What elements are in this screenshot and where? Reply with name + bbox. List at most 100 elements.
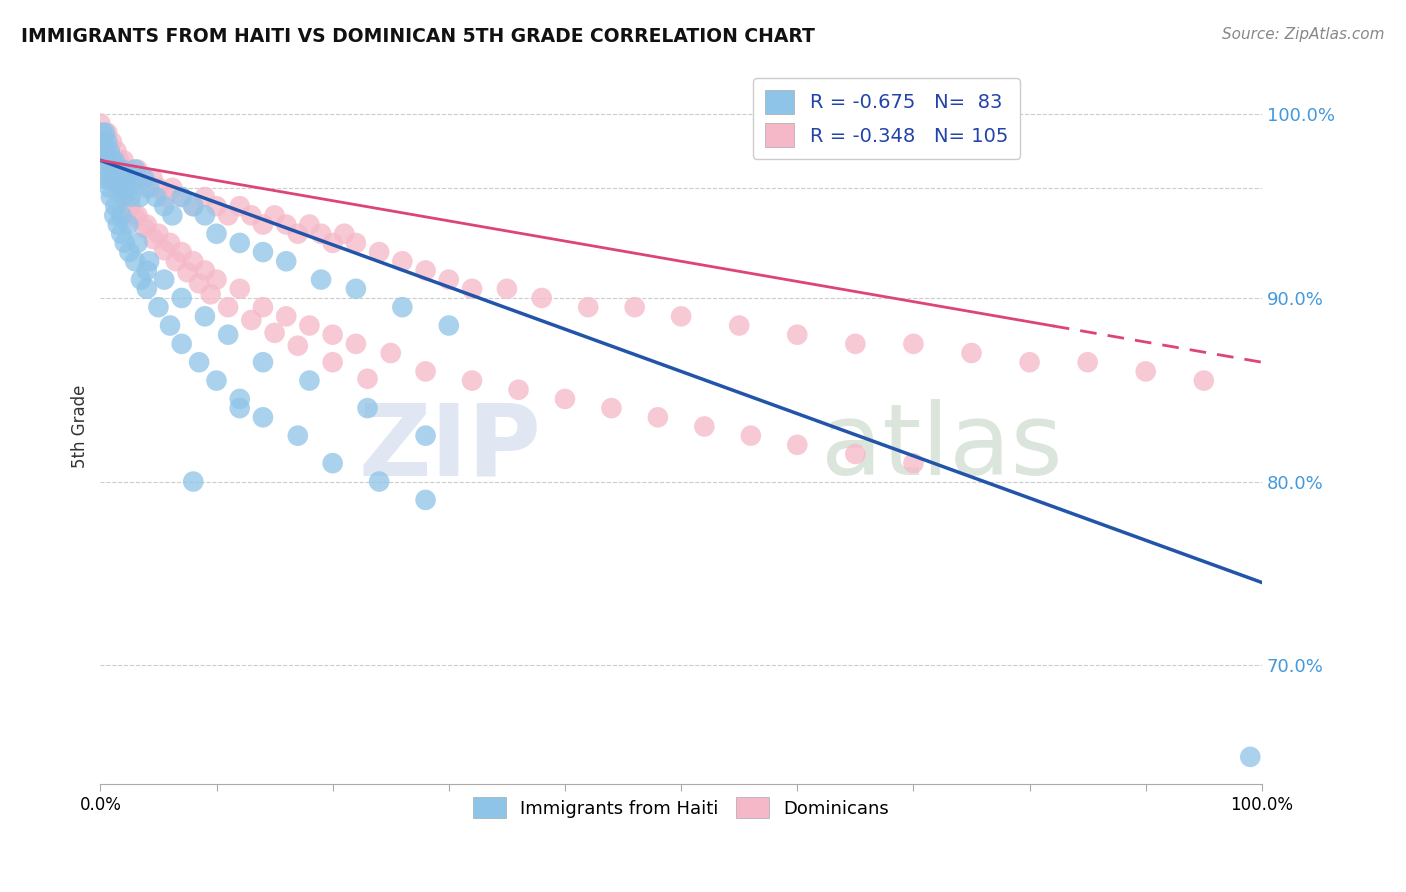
Point [309, 272, 332, 286]
Point [127, 162, 149, 177]
Point [135, 218, 157, 232]
Point [461, 282, 484, 296]
Point [101, 162, 124, 177]
Point [229, 199, 252, 213]
Point [129, 272, 152, 286]
Legend: Immigrants from Haiti, Dominicans: Immigrants from Haiti, Dominicans [465, 790, 897, 825]
Point [103, 208, 125, 222]
Point [142, 232, 165, 246]
Point [153, 199, 176, 213]
Point [298, 218, 321, 232]
Point [176, 265, 198, 279]
Point [96, 171, 118, 186]
Point [127, 235, 149, 250]
Point [98, 181, 121, 195]
Point [100, 162, 122, 177]
Point [194, 190, 217, 204]
Point [103, 153, 125, 168]
Point [120, 190, 142, 204]
Point [110, 162, 132, 177]
Point [554, 392, 576, 406]
Point [786, 327, 808, 342]
Point [194, 208, 217, 222]
Point [110, 208, 132, 222]
Point [115, 171, 138, 186]
Point [122, 171, 145, 186]
Point [276, 218, 298, 232]
Point [600, 401, 623, 416]
Point [322, 235, 344, 250]
Point [135, 263, 157, 277]
Point [181, 475, 204, 489]
Point [111, 162, 134, 177]
Point [252, 245, 274, 260]
Point [344, 235, 367, 250]
Point [170, 190, 193, 204]
Point [391, 254, 413, 268]
Point [252, 355, 274, 369]
Point [1135, 364, 1157, 378]
Point [1018, 355, 1040, 369]
Point [263, 326, 285, 340]
Point [112, 190, 135, 204]
Point [322, 327, 344, 342]
Point [114, 181, 136, 195]
Point [104, 171, 127, 186]
Point [903, 337, 925, 351]
Point [437, 318, 460, 333]
Point [217, 208, 239, 222]
Point [105, 144, 128, 158]
Point [124, 211, 146, 225]
Point [170, 190, 193, 204]
Point [415, 263, 437, 277]
Point [693, 419, 716, 434]
Point [107, 181, 129, 195]
Point [623, 300, 645, 314]
Point [170, 337, 193, 351]
Point [118, 245, 141, 260]
Point [165, 254, 187, 268]
Point [124, 162, 146, 177]
Point [117, 218, 139, 232]
Point [170, 291, 193, 305]
Point [217, 300, 239, 314]
Point [97, 171, 120, 186]
Point [107, 218, 129, 232]
Point [96, 126, 118, 140]
Point [101, 135, 124, 149]
Point [103, 153, 125, 168]
Point [135, 181, 157, 195]
Point [356, 372, 378, 386]
Point [647, 410, 669, 425]
Point [205, 199, 228, 213]
Point [229, 401, 252, 416]
Point [287, 428, 309, 442]
Point [135, 282, 157, 296]
Point [98, 144, 121, 158]
Point [252, 218, 274, 232]
Point [148, 300, 170, 314]
Point [496, 282, 519, 296]
Point [134, 171, 156, 186]
Point [188, 355, 211, 369]
Point [112, 190, 135, 204]
Point [368, 475, 391, 489]
Point [263, 208, 285, 222]
Point [110, 227, 132, 241]
Point [104, 177, 127, 191]
Point [298, 318, 321, 333]
Point [153, 272, 176, 286]
Point [181, 199, 204, 213]
Point [93, 135, 115, 149]
Point [786, 438, 808, 452]
Point [108, 153, 131, 168]
Point [91, 126, 114, 140]
Point [229, 282, 252, 296]
Point [903, 456, 925, 470]
Point [94, 135, 117, 149]
Point [94, 153, 117, 168]
Point [356, 401, 378, 416]
Point [344, 282, 367, 296]
Point [145, 190, 167, 204]
Point [287, 227, 309, 241]
